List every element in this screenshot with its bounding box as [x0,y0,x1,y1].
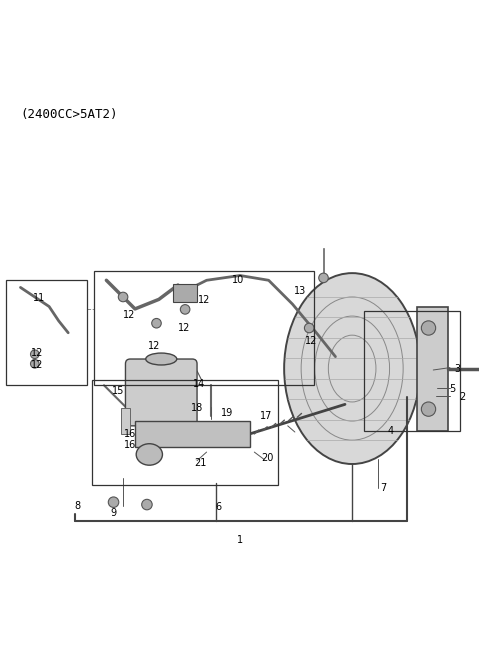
Circle shape [183,291,192,300]
Circle shape [31,350,39,359]
Text: 18: 18 [191,403,203,413]
Text: 13: 13 [294,286,306,296]
Circle shape [31,359,39,368]
Text: 21: 21 [195,458,207,468]
Bar [92,380,278,485]
Text: 12: 12 [198,295,210,305]
Text: 12: 12 [148,341,160,351]
Bar [173,283,197,302]
Text: (2400CC>5AT2): (2400CC>5AT2) [21,108,118,121]
Text: 9: 9 [110,508,117,518]
Text: 19: 19 [220,408,233,418]
Text: 4: 4 [387,426,394,436]
Circle shape [108,497,119,508]
Ellipse shape [136,443,162,465]
Text: 8: 8 [75,501,81,510]
Circle shape [421,402,436,417]
Circle shape [304,323,314,333]
Circle shape [118,292,128,302]
Text: 1: 1 [237,535,243,545]
Text: 12: 12 [123,310,135,319]
Bar [135,421,250,447]
Text: 14: 14 [193,379,205,389]
Circle shape [180,304,190,314]
Text: 16: 16 [124,429,136,439]
Circle shape [142,499,152,510]
Text: 20: 20 [262,453,274,462]
Text: 15: 15 [112,386,124,396]
FancyBboxPatch shape [125,359,197,426]
Text: 5: 5 [449,384,456,394]
Circle shape [421,321,436,335]
Bar [417,306,447,430]
Text: 17: 17 [260,411,273,421]
Text: 2: 2 [459,392,465,402]
Bar [364,312,459,430]
Text: 12: 12 [31,360,43,370]
Text: 12: 12 [178,323,190,333]
Ellipse shape [284,273,420,464]
Bar [6,280,87,385]
Text: 3: 3 [454,363,460,373]
Circle shape [319,273,328,283]
Text: 11: 11 [34,293,46,304]
Bar [95,271,314,385]
Text: 7: 7 [380,483,386,493]
Text: 16: 16 [124,440,136,450]
Text: 12: 12 [31,348,43,358]
Ellipse shape [146,353,177,365]
Text: 10: 10 [231,276,244,285]
Text: 6: 6 [216,502,222,512]
Circle shape [152,318,161,328]
Text: 12: 12 [305,337,318,346]
Bar [121,408,130,434]
